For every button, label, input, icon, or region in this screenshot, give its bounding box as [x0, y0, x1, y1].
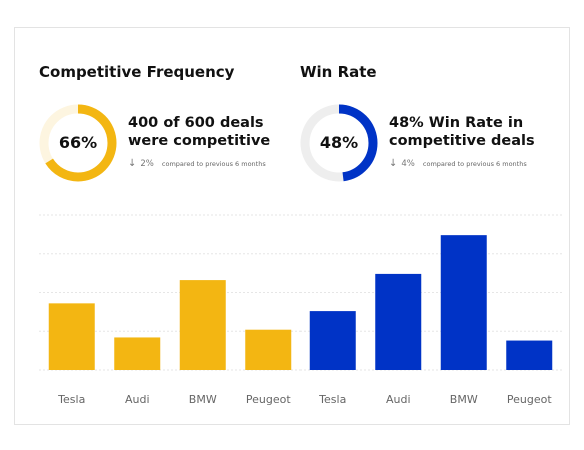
bar-peugeot: [245, 329, 292, 370]
bar-tesla: [309, 311, 356, 370]
bar-audi: [114, 337, 161, 370]
x-tick-label: Audi: [125, 393, 150, 406]
headline-text: 48% Win Rate in competitive deals: [389, 115, 535, 149]
donut-progress-arc: [39, 104, 117, 182]
win-rate-panel: Win Rate 48% 48% Win Rate in competitive…: [300, 28, 562, 426]
win-rate-donut-chart: [300, 104, 378, 182]
panel-title: Win Rate: [300, 63, 377, 81]
x-tick-label: BMW: [450, 393, 478, 406]
arrow-down-icon: ↓: [389, 158, 398, 169]
delta-value: 4%: [401, 159, 415, 169]
x-tick-label: Peugeot: [507, 393, 552, 406]
x-tick-label: BMW: [189, 393, 217, 406]
frequency-donut-chart: [39, 104, 117, 182]
x-tick-label: Audi: [386, 393, 411, 406]
frequency-bar-chart: Tesla Audi BMW Peugeot: [39, 214, 301, 406]
competitive-frequency-panel: Competitive Frequency 66% 400 of 600 dea…: [39, 28, 301, 426]
donut-progress-arc: [300, 104, 378, 182]
delta-value: 2%: [140, 159, 154, 169]
headline-text: 400 of 600 deals were competitive: [128, 115, 271, 149]
dashboard-card: Competitive Frequency 66% 400 of 600 dea…: [14, 27, 570, 425]
donut-percent-label: 66%: [58, 133, 98, 152]
x-tick-label: Tesla: [318, 393, 346, 406]
bar-bmw: [440, 235, 487, 370]
bar-tesla: [48, 303, 95, 370]
delta-row: ↓ 2% compared to previous 6 months: [128, 158, 266, 169]
donut-percent-label: 48%: [319, 133, 359, 152]
delta-note: compared to previous 6 months: [422, 160, 527, 168]
win-rate-bar-chart: Tesla Audi BMW Peugeot: [300, 214, 562, 406]
bar-peugeot: [506, 340, 553, 370]
bar-bmw: [179, 280, 226, 370]
arrow-down-icon: ↓: [128, 158, 137, 169]
x-tick-label: Tesla: [57, 393, 85, 406]
panel-title: Competitive Frequency: [39, 63, 235, 81]
delta-note: compared to previous 6 months: [161, 160, 266, 168]
bar-audi: [375, 273, 422, 370]
delta-row: ↓ 4% compared to previous 6 months: [389, 158, 527, 169]
x-tick-label: Peugeot: [246, 393, 291, 406]
